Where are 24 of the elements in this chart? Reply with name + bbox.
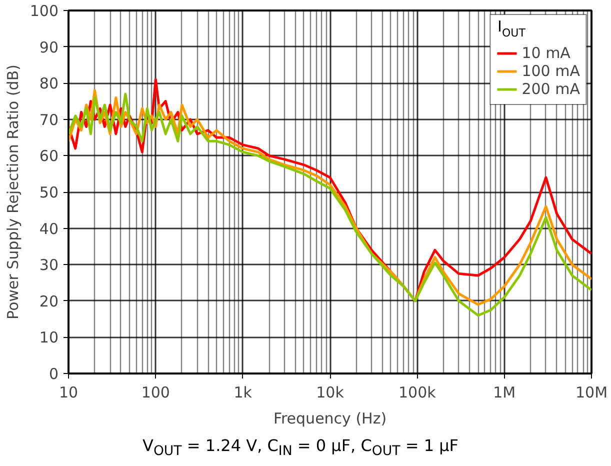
y-tick-label: 60 xyxy=(39,147,59,166)
y-axis-title: Power Supply Rejection Ratio (dB) xyxy=(4,64,22,320)
y-tick-label: 70 xyxy=(39,110,59,129)
y-tick-label: 10 xyxy=(39,328,59,347)
legend-label: 200 mA xyxy=(522,80,580,98)
y-tick-label: 80 xyxy=(39,74,59,93)
y-tick-label: 20 xyxy=(39,292,59,310)
y-tick-label: 0 xyxy=(48,365,59,383)
legend-label: 10 mA xyxy=(522,44,570,62)
x-tick-label: 10k xyxy=(316,384,344,402)
text: V$_{OUT}$ = 1.24 V, C$_{IN}$ = 0 µF, C$_{OUT}$ = 1 µF xyxy=(141,435,460,462)
legend-label: 100 mA xyxy=(522,62,580,80)
y-tick-label: 30 xyxy=(39,256,59,274)
x-tick-label: 1M xyxy=(493,384,516,402)
x-axis-title: Frequency (Hz) xyxy=(273,410,387,428)
y-tick-label: 90 xyxy=(39,38,59,56)
x-tick-label: 100 xyxy=(141,384,170,402)
x-tick-label: 10 xyxy=(58,384,78,402)
y-tick-label: 100 xyxy=(30,2,59,20)
x-tick-label: 1k xyxy=(234,384,252,402)
x-tick-label: 10M xyxy=(575,384,608,402)
x-tick-label: 100k xyxy=(398,384,436,402)
y-tick-label: 40 xyxy=(39,220,59,238)
y-tick-label: 50 xyxy=(39,184,59,202)
